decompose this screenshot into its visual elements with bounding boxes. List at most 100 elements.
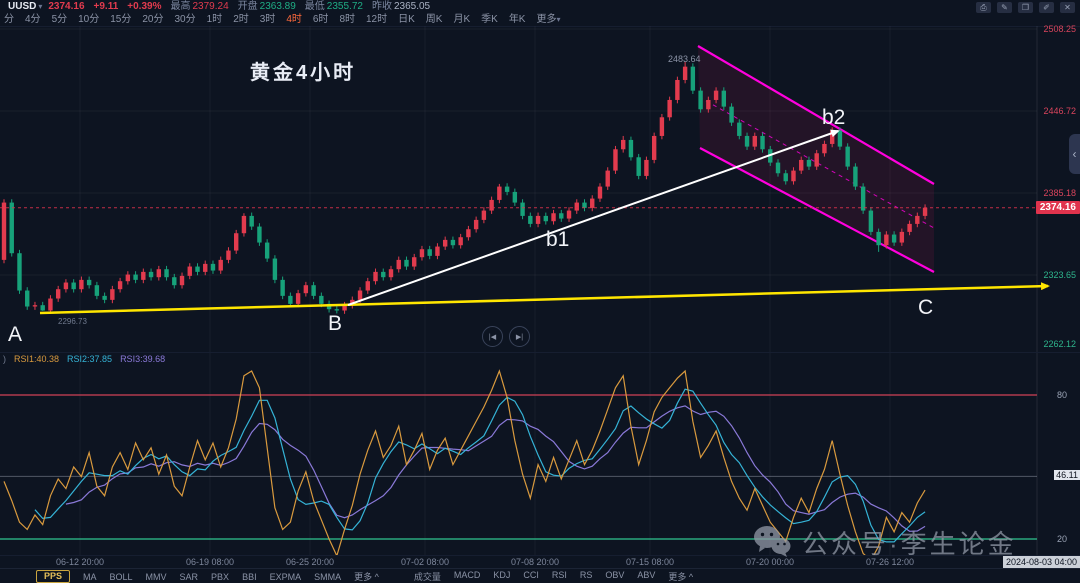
- timeframe-6时[interactable]: 6时: [312, 14, 329, 25]
- rsi3-value: RSI3:39.68: [120, 354, 166, 364]
- rsi-params-fragment: ): [3, 354, 6, 364]
- watermark: 公众号·李生论金: [752, 522, 1017, 562]
- candlestick-canvas[interactable]: [0, 26, 1080, 352]
- date-tick-07-15 08:00: 07-15 08:00: [625, 557, 675, 567]
- indicator-BOLL[interactable]: BOLL: [109, 571, 133, 582]
- point-c-label: C: [918, 296, 934, 319]
- main-chart-panel: 黄金4小时 2483.64 2296.73 A B b1 b2 C 2508.2…: [0, 24, 1080, 352]
- rsi-header: ) RSI1:40.38 RSI2:37.85 RSI3:39.68: [3, 354, 165, 364]
- swing-high-label: 2483.64: [668, 54, 701, 64]
- sub-indicator-group: 成交量 MACD KDJ CCI RSI RS OBV ABV: [401, 570, 656, 583]
- timeframe-20分[interactable]: 20分: [142, 14, 164, 25]
- edit-icon[interactable]: ✐: [1039, 2, 1054, 13]
- point-a-label: A: [8, 323, 23, 346]
- indicator-MA[interactable]: MA: [83, 571, 97, 582]
- wechat-icon: [754, 526, 791, 557]
- timeframe-1时[interactable]: 1时: [206, 14, 223, 25]
- quote-fields: 最高 2379.24 开盘 2363.89 最低 2355.72 昨收 2365.05: [170, 0, 439, 13]
- quote-bar: UUSD ▾ 2374.16 +9.11 +0.39% 最高 2379.24 开盘 2…: [0, 0, 1080, 13]
- timeframe-4分[interactable]: 4分: [25, 14, 41, 25]
- timeframe-分[interactable]: 分: [4, 14, 14, 25]
- indicator-OBV[interactable]: OBV: [605, 570, 625, 580]
- indicator-RSI[interactable]: RSI: [551, 570, 567, 580]
- watermark-text: 公众号·李生论金: [802, 528, 1017, 559]
- timeframe-2时[interactable]: 2时: [233, 14, 249, 25]
- date-tick-06-19 08:00: 06-19 08:00: [185, 557, 235, 567]
- symbol-dropdown-icon[interactable]: ▾: [38, 2, 43, 11]
- indicator-CCI[interactable]: CCI: [523, 570, 539, 580]
- indicator-MMV[interactable]: MMV: [145, 571, 167, 582]
- price-tick-2508.25: 2508.25: [1043, 24, 1076, 34]
- last-time-box: 2024-08-03 04:00: [1002, 556, 1080, 568]
- indicator-KDJ[interactable]: KDJ: [493, 570, 511, 580]
- timeframe-月K[interactable]: 月K: [453, 14, 471, 25]
- more-overlays-button[interactable]: 更多 ^: [354, 572, 379, 582]
- timeframe-日K[interactable]: 日K: [398, 14, 415, 25]
- pps-button[interactable]: PPS: [36, 570, 71, 583]
- screenshot-icon[interactable]: ⎙: [976, 2, 991, 13]
- date-tick-06-25 20:00: 06-25 20:00: [285, 557, 335, 567]
- quote-field-high: 最高 2379.24: [170, 1, 229, 12]
- date-tick-07-20 00:00: 07-20 00:00: [745, 557, 795, 567]
- time-axis: 2024-08-03 04:00 06-12 20:00 06-19 08:00 0…: [0, 555, 1080, 569]
- price-change: +9.11: [93, 1, 119, 12]
- quote-field-low: 最低 2355.72: [304, 1, 363, 12]
- indicator-MACD[interactable]: MACD: [453, 570, 481, 580]
- skip-back-button[interactable]: |◀: [482, 326, 503, 347]
- rsi1-value: RSI1:40.38: [14, 354, 60, 364]
- timeframe-30分[interactable]: 30分: [174, 14, 196, 25]
- timeframe-12时[interactable]: 12时: [366, 14, 388, 25]
- compare-icon[interactable]: ❐: [1018, 2, 1033, 13]
- date-tick-07-26 12:00: 07-26 12:00: [865, 557, 915, 567]
- rsi-canvas[interactable]: [0, 353, 1080, 556]
- quote-field-prev-close: 昨收 2365.05: [371, 1, 431, 12]
- date-tick-06-12 20:00: 06-12 20:00: [55, 557, 105, 567]
- point-b1-label: b1: [546, 228, 570, 251]
- indicator-EXPMA[interactable]: EXPMA: [269, 571, 302, 582]
- skip-forward-button[interactable]: ▶|: [509, 326, 530, 347]
- price-tick-2385.18: 2385.18: [1043, 188, 1076, 198]
- current-price-badge: 2374.16: [1035, 200, 1080, 214]
- indicator-SAR[interactable]: SAR: [179, 571, 199, 582]
- collapse-panel-chevron-icon[interactable]: ‹: [1069, 134, 1080, 174]
- indicator-toolbar: PPS MA BOLL MMV SAR PBX BBI EXPMA SMMA 更多 ^ 成交量…: [0, 568, 1080, 583]
- point-b2-label: b2: [822, 106, 846, 129]
- window-icons: ⎙ ✎ ❐ ✐ ✕: [976, 2, 1075, 13]
- date-tick-07-02 08:00: 07-02 08:00: [400, 557, 450, 567]
- chart-title: 黄金4小时: [250, 62, 357, 84]
- timeframe-3时[interactable]: 3时: [259, 14, 276, 25]
- timeframe-5分[interactable]: 5分: [51, 14, 68, 25]
- quote-field-open: 开盘 2363.89: [237, 1, 296, 12]
- indicator-SMMA[interactable]: SMMA: [314, 571, 342, 582]
- timeframe-4时[interactable]: 4时: [286, 14, 302, 25]
- draw-icon[interactable]: ✎: [997, 2, 1012, 13]
- indicator-BBI[interactable]: BBI: [242, 571, 257, 582]
- indicator-PBX[interactable]: PBX: [211, 571, 230, 582]
- rsi-current-badge: 46.11: [1054, 470, 1080, 481]
- price-tick-2262.12: 2262.12: [1043, 339, 1076, 349]
- overlay-indicator-group: MA BOLL MMV SAR PBX BBI EXPMA SMMA: [70, 572, 341, 582]
- rsi-panel: ) RSI1:40.38 RSI2:37.85 RSI3:39.68 80 20…: [0, 352, 1080, 556]
- timeframe-15分[interactable]: 15分: [110, 14, 132, 25]
- indicator-ABV[interactable]: ABV: [637, 570, 656, 580]
- timeframe-10分[interactable]: 10分: [78, 14, 100, 25]
- price-change-pct: +0.39%: [127, 1, 162, 12]
- timeframe-季K[interactable]: 季K: [481, 14, 498, 25]
- rsi-level-80: 80: [1056, 390, 1067, 400]
- point-b-label: B: [328, 312, 343, 335]
- indicator-RS[interactable]: RS: [579, 570, 593, 580]
- more-indicators-button[interactable]: 更多 ^: [668, 572, 694, 582]
- timeframe-8时[interactable]: 8时: [339, 14, 355, 25]
- timeframe-周K[interactable]: 周K: [425, 14, 443, 25]
- swing-low-label: 2296.73: [58, 317, 87, 326]
- indicator-成交量[interactable]: 成交量: [413, 572, 441, 582]
- symbol-name[interactable]: UUSD: [8, 1, 37, 12]
- rsi-level-20: 20: [1056, 534, 1067, 544]
- close-icon[interactable]: ✕: [1060, 2, 1075, 13]
- rsi2-value: RSI2:37.85: [67, 354, 113, 364]
- timeframe-more-button[interactable]: 更多▾: [536, 14, 561, 25]
- timeframe-年K[interactable]: 年K: [508, 14, 526, 25]
- last-price: 2374.16: [48, 1, 85, 12]
- price-tick-2323.65: 2323.65: [1043, 270, 1076, 280]
